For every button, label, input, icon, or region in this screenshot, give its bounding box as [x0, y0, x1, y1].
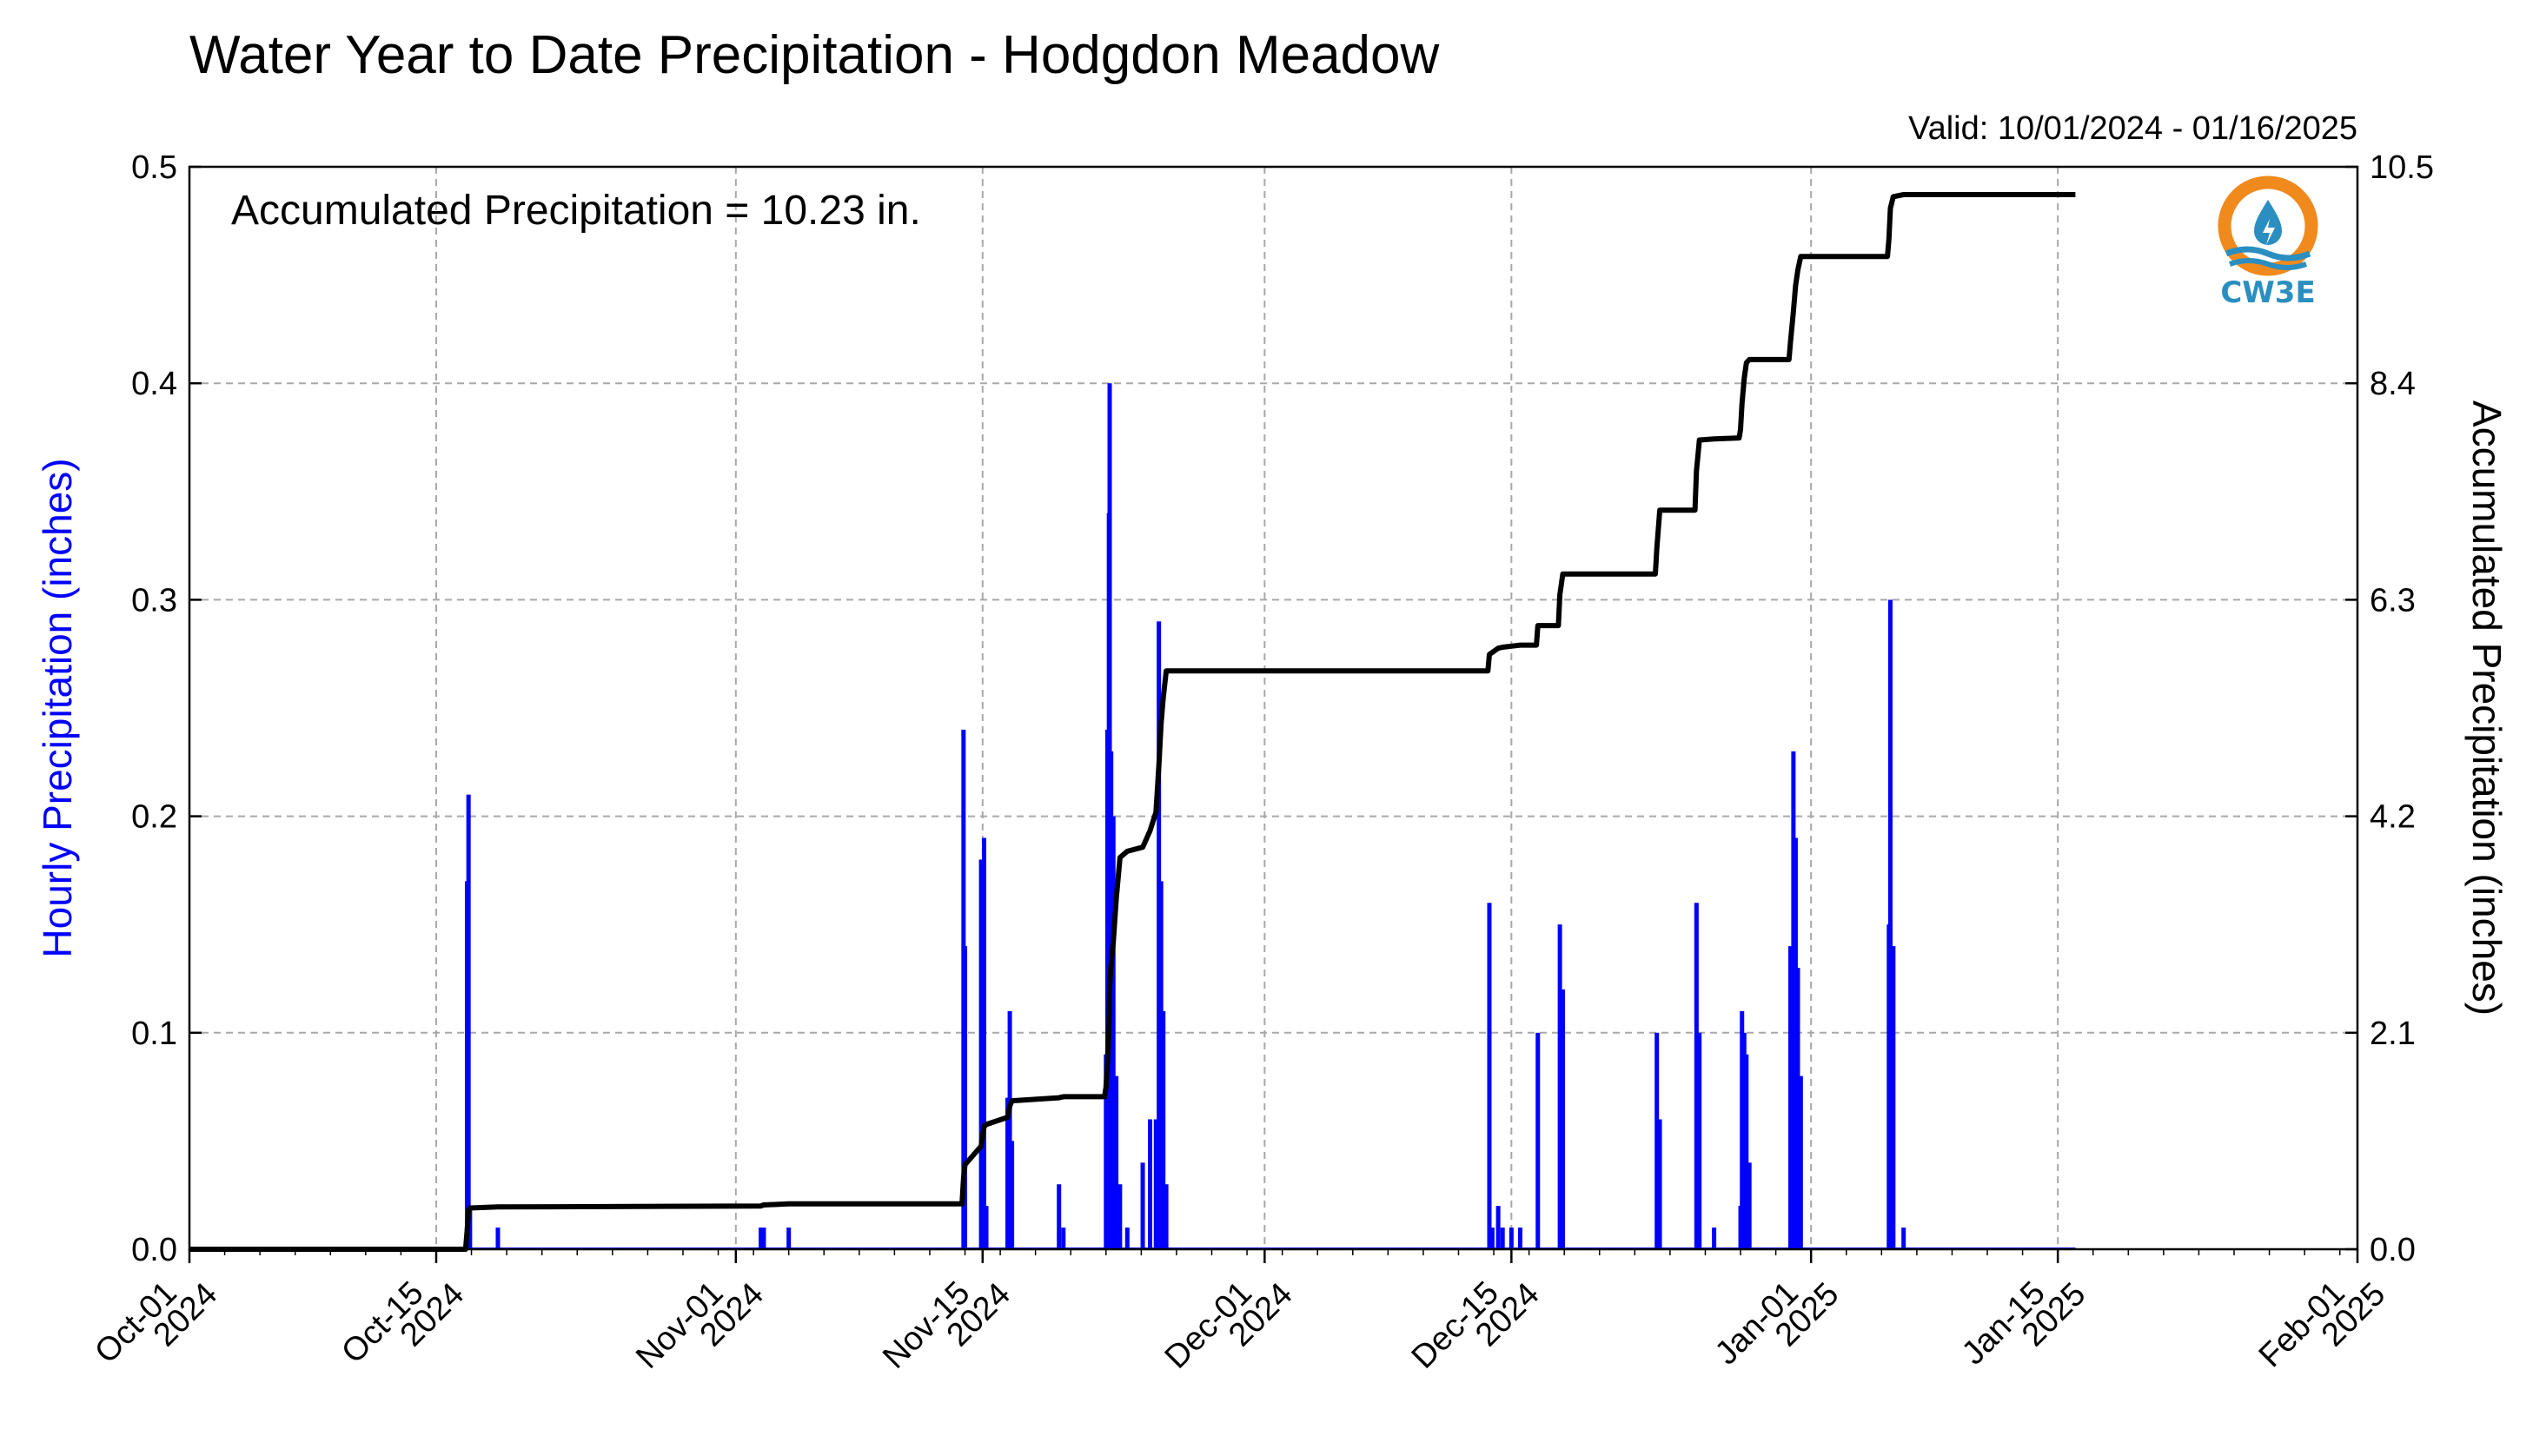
left-y-tick-label: 0.0 — [131, 1232, 177, 1268]
hourly-precip-bar — [1740, 1010, 1745, 1249]
hourly-precip-bar — [495, 1228, 501, 1249]
right-axis-title: Accumulated Precipitation (inches) — [2464, 400, 2510, 1016]
hourly-precip-bar — [1793, 837, 1798, 1249]
right-y-tick-label: 10.5 — [2370, 149, 2434, 186]
accumulated-precipitation-line-group — [189, 192, 2076, 1252]
right-y-tick-label: 0.0 — [2370, 1232, 2416, 1268]
right-y-axis: 0.0 2.1 4.2 6.3 8.4 10.5 — [2345, 149, 2434, 1268]
hourly-precip-bar — [1697, 1032, 1702, 1249]
hourly-precip-bar — [978, 859, 984, 1249]
right-y-tick-label: 8.4 — [2370, 366, 2416, 402]
hourly-precip-bar — [759, 1228, 764, 1249]
chart-title: Water Year to Date Precipitation - Hodgd… — [189, 25, 1440, 85]
water-drop-sun-logo-icon — [2218, 175, 2318, 276]
hourly-precip-bar — [1117, 1184, 1123, 1249]
hourly-precip-bar — [1694, 903, 1699, 1249]
left-y-tick-label: 0.5 — [131, 149, 177, 186]
hourly-precip-bar — [1010, 1141, 1015, 1249]
hourly-precip-bar — [1500, 1228, 1505, 1249]
hourly-precip-bar — [1654, 1032, 1660, 1249]
accumulated-precipitation-line — [189, 192, 2076, 1252]
logo-text: CW3E — [2220, 275, 2315, 310]
hourly-precip-bar — [1747, 1162, 1752, 1249]
hourly-precip-bar — [1148, 1119, 1153, 1249]
hourly-precip-bar — [1795, 968, 1800, 1249]
hourly-precip-bar — [1489, 1228, 1495, 1249]
hourly-precip-bar — [1495, 1206, 1501, 1249]
hourly-precip-bar — [786, 1228, 792, 1249]
hourly-precip-bar — [1007, 1010, 1012, 1249]
valid-date-range: Valid: 10/01/2024 - 01/16/2025 — [1908, 110, 2357, 147]
hourly-precip-bar — [1509, 1228, 1514, 1249]
left-y-tick-label: 0.4 — [131, 366, 177, 402]
hourly-precip-bar — [1561, 989, 1566, 1249]
hourly-precip-bar — [1557, 924, 1562, 1249]
cw3e-logo: CW3E — [2218, 175, 2318, 310]
hourly-precip-bar — [1124, 1228, 1130, 1249]
hourly-precip-bar — [1157, 621, 1162, 1249]
grid-lines — [189, 167, 2357, 1249]
hourly-precip-bar — [1517, 1228, 1522, 1249]
left-y-tick-label: 0.3 — [131, 582, 177, 619]
hourly-precip-bar — [466, 794, 471, 1249]
hourly-precip-bar — [1535, 1032, 1541, 1249]
left-y-tick-label: 0.1 — [131, 1016, 177, 1052]
hourly-precip-bar — [1153, 1119, 1158, 1249]
hourly-precip-bar — [1061, 1228, 1066, 1249]
hourly-precip-bar — [981, 837, 986, 1249]
hourly-precip-bar — [1161, 1010, 1166, 1249]
hourly-precip-bar — [1791, 751, 1796, 1249]
hourly-precip-bar — [1114, 1075, 1119, 1249]
hourly-precip-bar — [1891, 946, 1896, 1249]
hourly-precip-bar — [1164, 1184, 1169, 1249]
hourly-precip-bar — [1901, 1228, 1906, 1249]
hourly-precip-bar — [761, 1228, 766, 1249]
accumulated-total-annotation: Accumulated Precipitation = 10.23 in. — [231, 188, 921, 234]
left-y-tick-label: 0.2 — [131, 799, 177, 836]
hourly-precip-bar — [1005, 1097, 1011, 1249]
hourly-precip-bar — [1657, 1119, 1662, 1249]
hourly-precip-bar — [1788, 946, 1794, 1249]
right-y-tick-label: 6.3 — [2370, 582, 2416, 619]
hourly-precip-bar — [1744, 1054, 1749, 1249]
hourly-precip-bar — [963, 946, 968, 1249]
hourly-precip-bar — [467, 1206, 473, 1249]
hourly-precip-bar — [1057, 1184, 1062, 1249]
left-axis-title: Hourly Precipitation (inches) — [35, 458, 80, 957]
hourly-precip-bar — [1487, 903, 1492, 1249]
hourly-precip-bar — [1140, 1162, 1145, 1249]
left-y-axis: 0.0 0.1 0.2 0.3 0.4 0.5 — [131, 149, 202, 1268]
hourly-precip-bar — [1741, 1032, 1747, 1249]
plot-frame — [188, 165, 2359, 1251]
right-y-tick-label: 4.2 — [2370, 799, 2416, 836]
hourly-precip-bar — [1712, 1228, 1717, 1249]
hourly-precip-bar — [1111, 816, 1116, 1249]
hourly-precip-bar — [1887, 599, 1893, 1249]
hourly-precip-bar — [984, 1206, 989, 1249]
right-y-tick-label: 2.1 — [2370, 1016, 2416, 1052]
hourly-precip-bar — [1798, 1075, 1803, 1249]
hourly-precip-bar — [1158, 881, 1164, 1249]
